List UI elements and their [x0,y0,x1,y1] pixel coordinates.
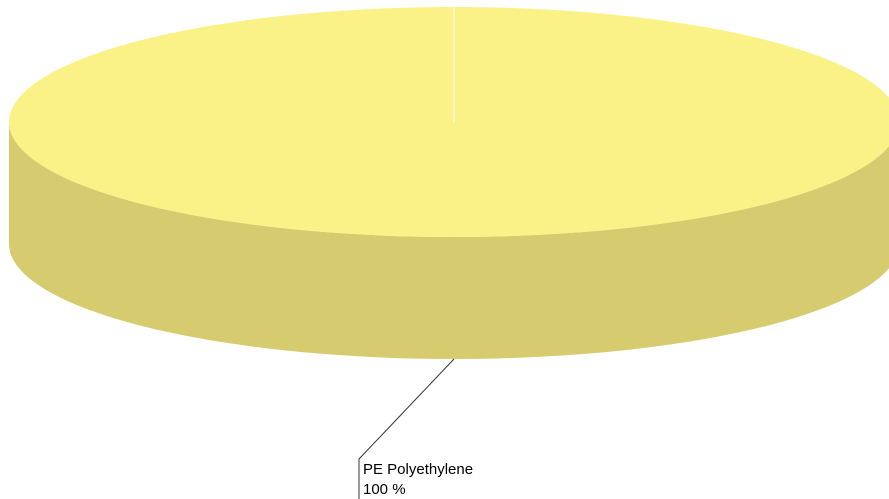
pie-slice-pe-polyethylene [9,7,889,237]
pie-side-wall [9,122,889,359]
label-leader-line [358,358,455,499]
slice-label-name: PE Polyethylene [363,461,473,478]
slice-label-value: 100 % [363,481,406,498]
